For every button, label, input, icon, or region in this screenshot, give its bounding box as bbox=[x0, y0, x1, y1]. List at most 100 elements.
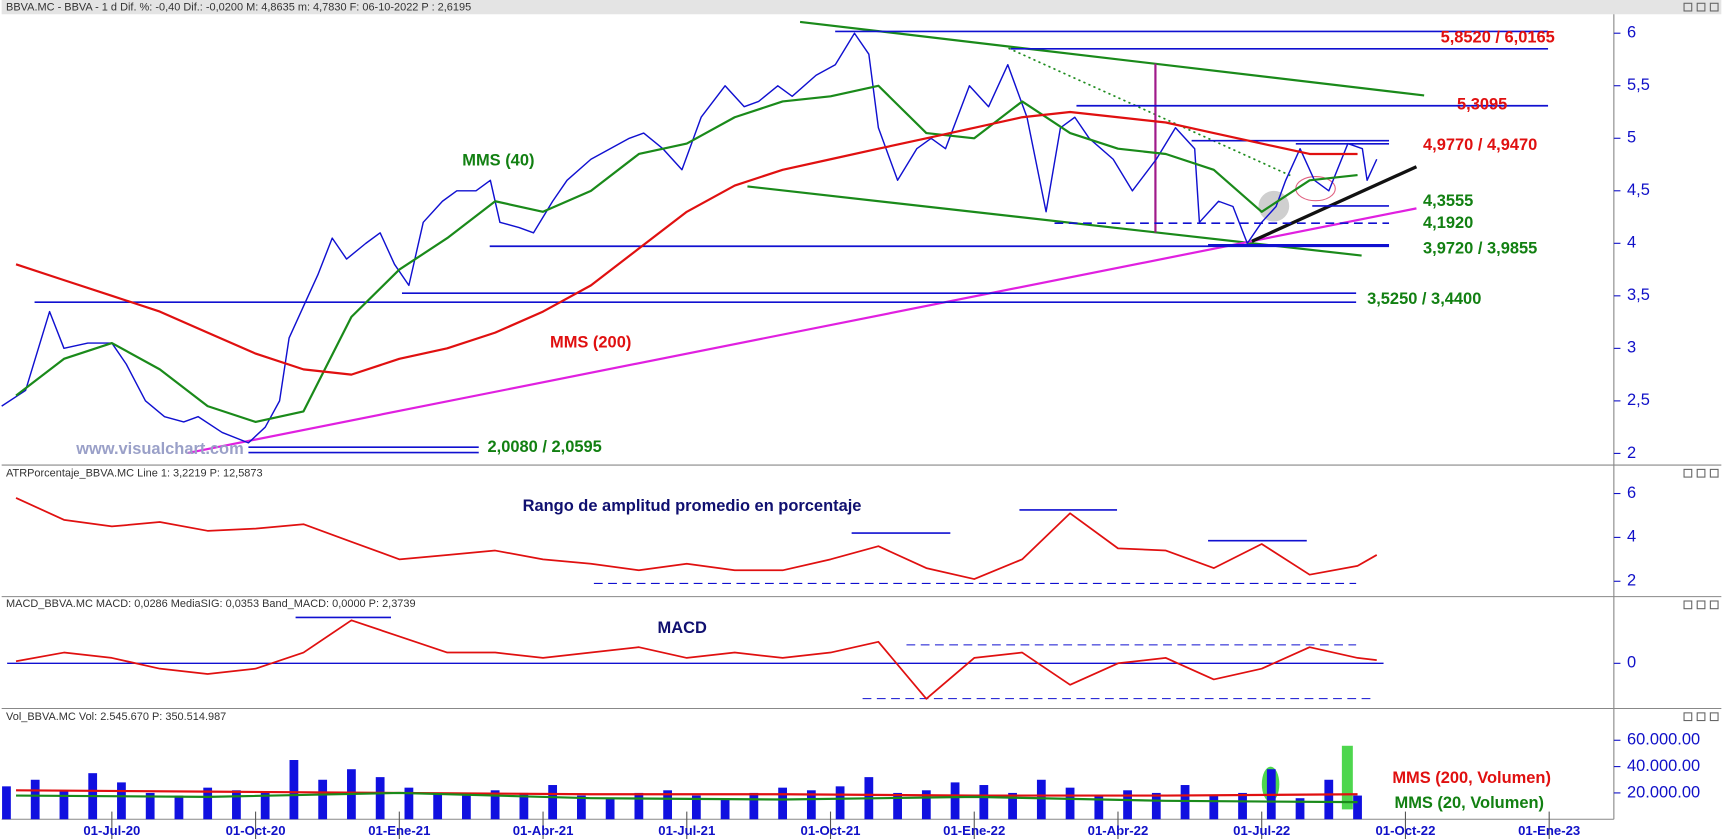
annotation: MMS (200, Volumen) bbox=[1392, 769, 1551, 787]
volume-bar bbox=[1094, 795, 1104, 820]
panel-title: MACD_BBVA.MC MACD: 0,0286 MediaSIG: 0,03… bbox=[6, 598, 416, 610]
volume-bar bbox=[117, 782, 126, 820]
volume-bar bbox=[720, 798, 730, 820]
y-tick-label: 60.000.00 bbox=[1627, 731, 1700, 749]
volume-bar bbox=[749, 792, 759, 820]
y-tick-label: 4 bbox=[1627, 528, 1636, 546]
x-tick-label: 01-Oct-22 bbox=[1375, 823, 1435, 838]
volume-bar bbox=[519, 792, 529, 820]
volume-bar bbox=[1180, 785, 1190, 820]
x-tick-label: 01-Abr-22 bbox=[1088, 823, 1149, 838]
series-line bbox=[15, 619, 1377, 700]
window-buttons[interactable] bbox=[1683, 2, 1719, 722]
volume-bar bbox=[950, 782, 960, 820]
y-tick-label: 4 bbox=[1627, 234, 1636, 252]
y-tick-label: 6 bbox=[1627, 24, 1636, 42]
y-tick-label: 2,5 bbox=[1627, 391, 1650, 409]
x-tick-label: 01-Ene-22 bbox=[943, 823, 1005, 838]
level-label: 5,3095 bbox=[1457, 96, 1507, 114]
volume-bar bbox=[1238, 792, 1247, 820]
x-tick-label: 01-Oct-21 bbox=[801, 823, 861, 838]
y-tick-label: 20.000.00 bbox=[1627, 783, 1700, 801]
volume-bar bbox=[145, 792, 155, 820]
y-tick-label: 5,5 bbox=[1627, 76, 1650, 94]
volume-bar bbox=[835, 786, 845, 820]
annotation: www.visualchart.com bbox=[75, 440, 243, 458]
y-tick-label: 3 bbox=[1627, 339, 1636, 357]
series-line bbox=[15, 84, 1358, 424]
annotation: MMS (40) bbox=[462, 152, 534, 170]
level-label: 3,9720 / 3,9855 bbox=[1423, 239, 1537, 257]
x-tick-label: 01-Oct-20 bbox=[226, 823, 286, 838]
volume-bar bbox=[605, 798, 615, 820]
volume-bar bbox=[979, 785, 989, 820]
annotation: MACD bbox=[658, 619, 707, 637]
annotation: MMS (200) bbox=[550, 334, 631, 352]
volume-bar bbox=[2, 786, 11, 820]
volume-bar bbox=[921, 790, 931, 820]
level-label: 2,0080 / 2,0595 bbox=[488, 438, 602, 456]
volume-bar bbox=[1123, 790, 1132, 820]
volume-bar bbox=[59, 790, 69, 820]
panel-title: Vol_BBVA.MC Vol: 2.545.670 P: 350.514.98… bbox=[6, 711, 226, 723]
series-line bbox=[15, 110, 1358, 376]
panel-title: BBVA.MC - BBVA - 1 d Dif. %: -0,40 Dif.:… bbox=[6, 2, 471, 14]
y-tick-label: 0 bbox=[1627, 654, 1636, 672]
y-tick-label: 40.000.00 bbox=[1627, 757, 1700, 775]
volume-bar bbox=[433, 792, 443, 820]
y-tick-label: 2 bbox=[1627, 572, 1636, 590]
volume-bar bbox=[490, 790, 500, 820]
volume-bar bbox=[1065, 787, 1075, 820]
series-line bbox=[16, 789, 1358, 797]
y-tick-label: 6 bbox=[1627, 484, 1636, 502]
volume-bar bbox=[691, 795, 701, 820]
volume-bar bbox=[1209, 795, 1219, 820]
volume-bar bbox=[289, 760, 299, 820]
volume-bar bbox=[1353, 795, 1362, 820]
volume-bar bbox=[1324, 779, 1334, 820]
volume-bar bbox=[806, 790, 816, 820]
level-label: 4,1920 bbox=[1423, 214, 1473, 232]
volume-bar bbox=[1008, 792, 1017, 820]
volume-bar bbox=[318, 779, 328, 820]
level-label: 4,3555 bbox=[1423, 192, 1473, 210]
series-line bbox=[1, 32, 1378, 444]
volume-bar bbox=[548, 785, 558, 820]
volume-bar bbox=[778, 787, 787, 820]
volume-bar bbox=[663, 790, 673, 820]
level-label: 5,8520 / 6,0165 bbox=[1441, 29, 1555, 47]
volume-bar bbox=[260, 792, 270, 820]
x-tick-label: 01-Ene-21 bbox=[368, 823, 430, 838]
y-tick-label: 3,5 bbox=[1627, 286, 1650, 304]
volume-bar bbox=[1151, 792, 1161, 820]
x-tick-label: 01-Ene-23 bbox=[1518, 823, 1580, 838]
x-tick-label: 01-Abr-21 bbox=[513, 823, 574, 838]
volume-bar bbox=[576, 795, 586, 820]
y-tick-label: 5 bbox=[1627, 129, 1636, 147]
x-tick-label: 01-Jul-21 bbox=[658, 823, 715, 838]
volume-bar bbox=[375, 777, 385, 820]
series-line bbox=[16, 791, 1358, 804]
volume-bar bbox=[30, 779, 40, 820]
volume-bar bbox=[462, 795, 471, 820]
volume-bar bbox=[232, 790, 241, 820]
volume-bar bbox=[404, 787, 414, 820]
volume-bar bbox=[1295, 798, 1305, 820]
y-tick-label: 4,5 bbox=[1627, 181, 1650, 199]
volume-bar bbox=[203, 787, 213, 820]
volume-bar bbox=[634, 792, 644, 820]
level-label: 4,9770 / 4,9470 bbox=[1423, 136, 1537, 154]
y-tick-label: 2 bbox=[1627, 444, 1636, 462]
x-tick-label: 01-Jul-20 bbox=[83, 823, 140, 838]
header-bar bbox=[1, 0, 1722, 15]
panel-title: ATRPorcentaje_BBVA.MC Line 1: 3,2219 P: … bbox=[6, 468, 263, 480]
volume-bar bbox=[893, 792, 902, 820]
series-line bbox=[15, 497, 1378, 580]
x-tick-label: 01-Jul-22 bbox=[1233, 823, 1290, 838]
volume-bar bbox=[174, 795, 184, 820]
annotation: MMS (20, Volumen) bbox=[1395, 794, 1544, 812]
volume-bar bbox=[1036, 779, 1046, 820]
